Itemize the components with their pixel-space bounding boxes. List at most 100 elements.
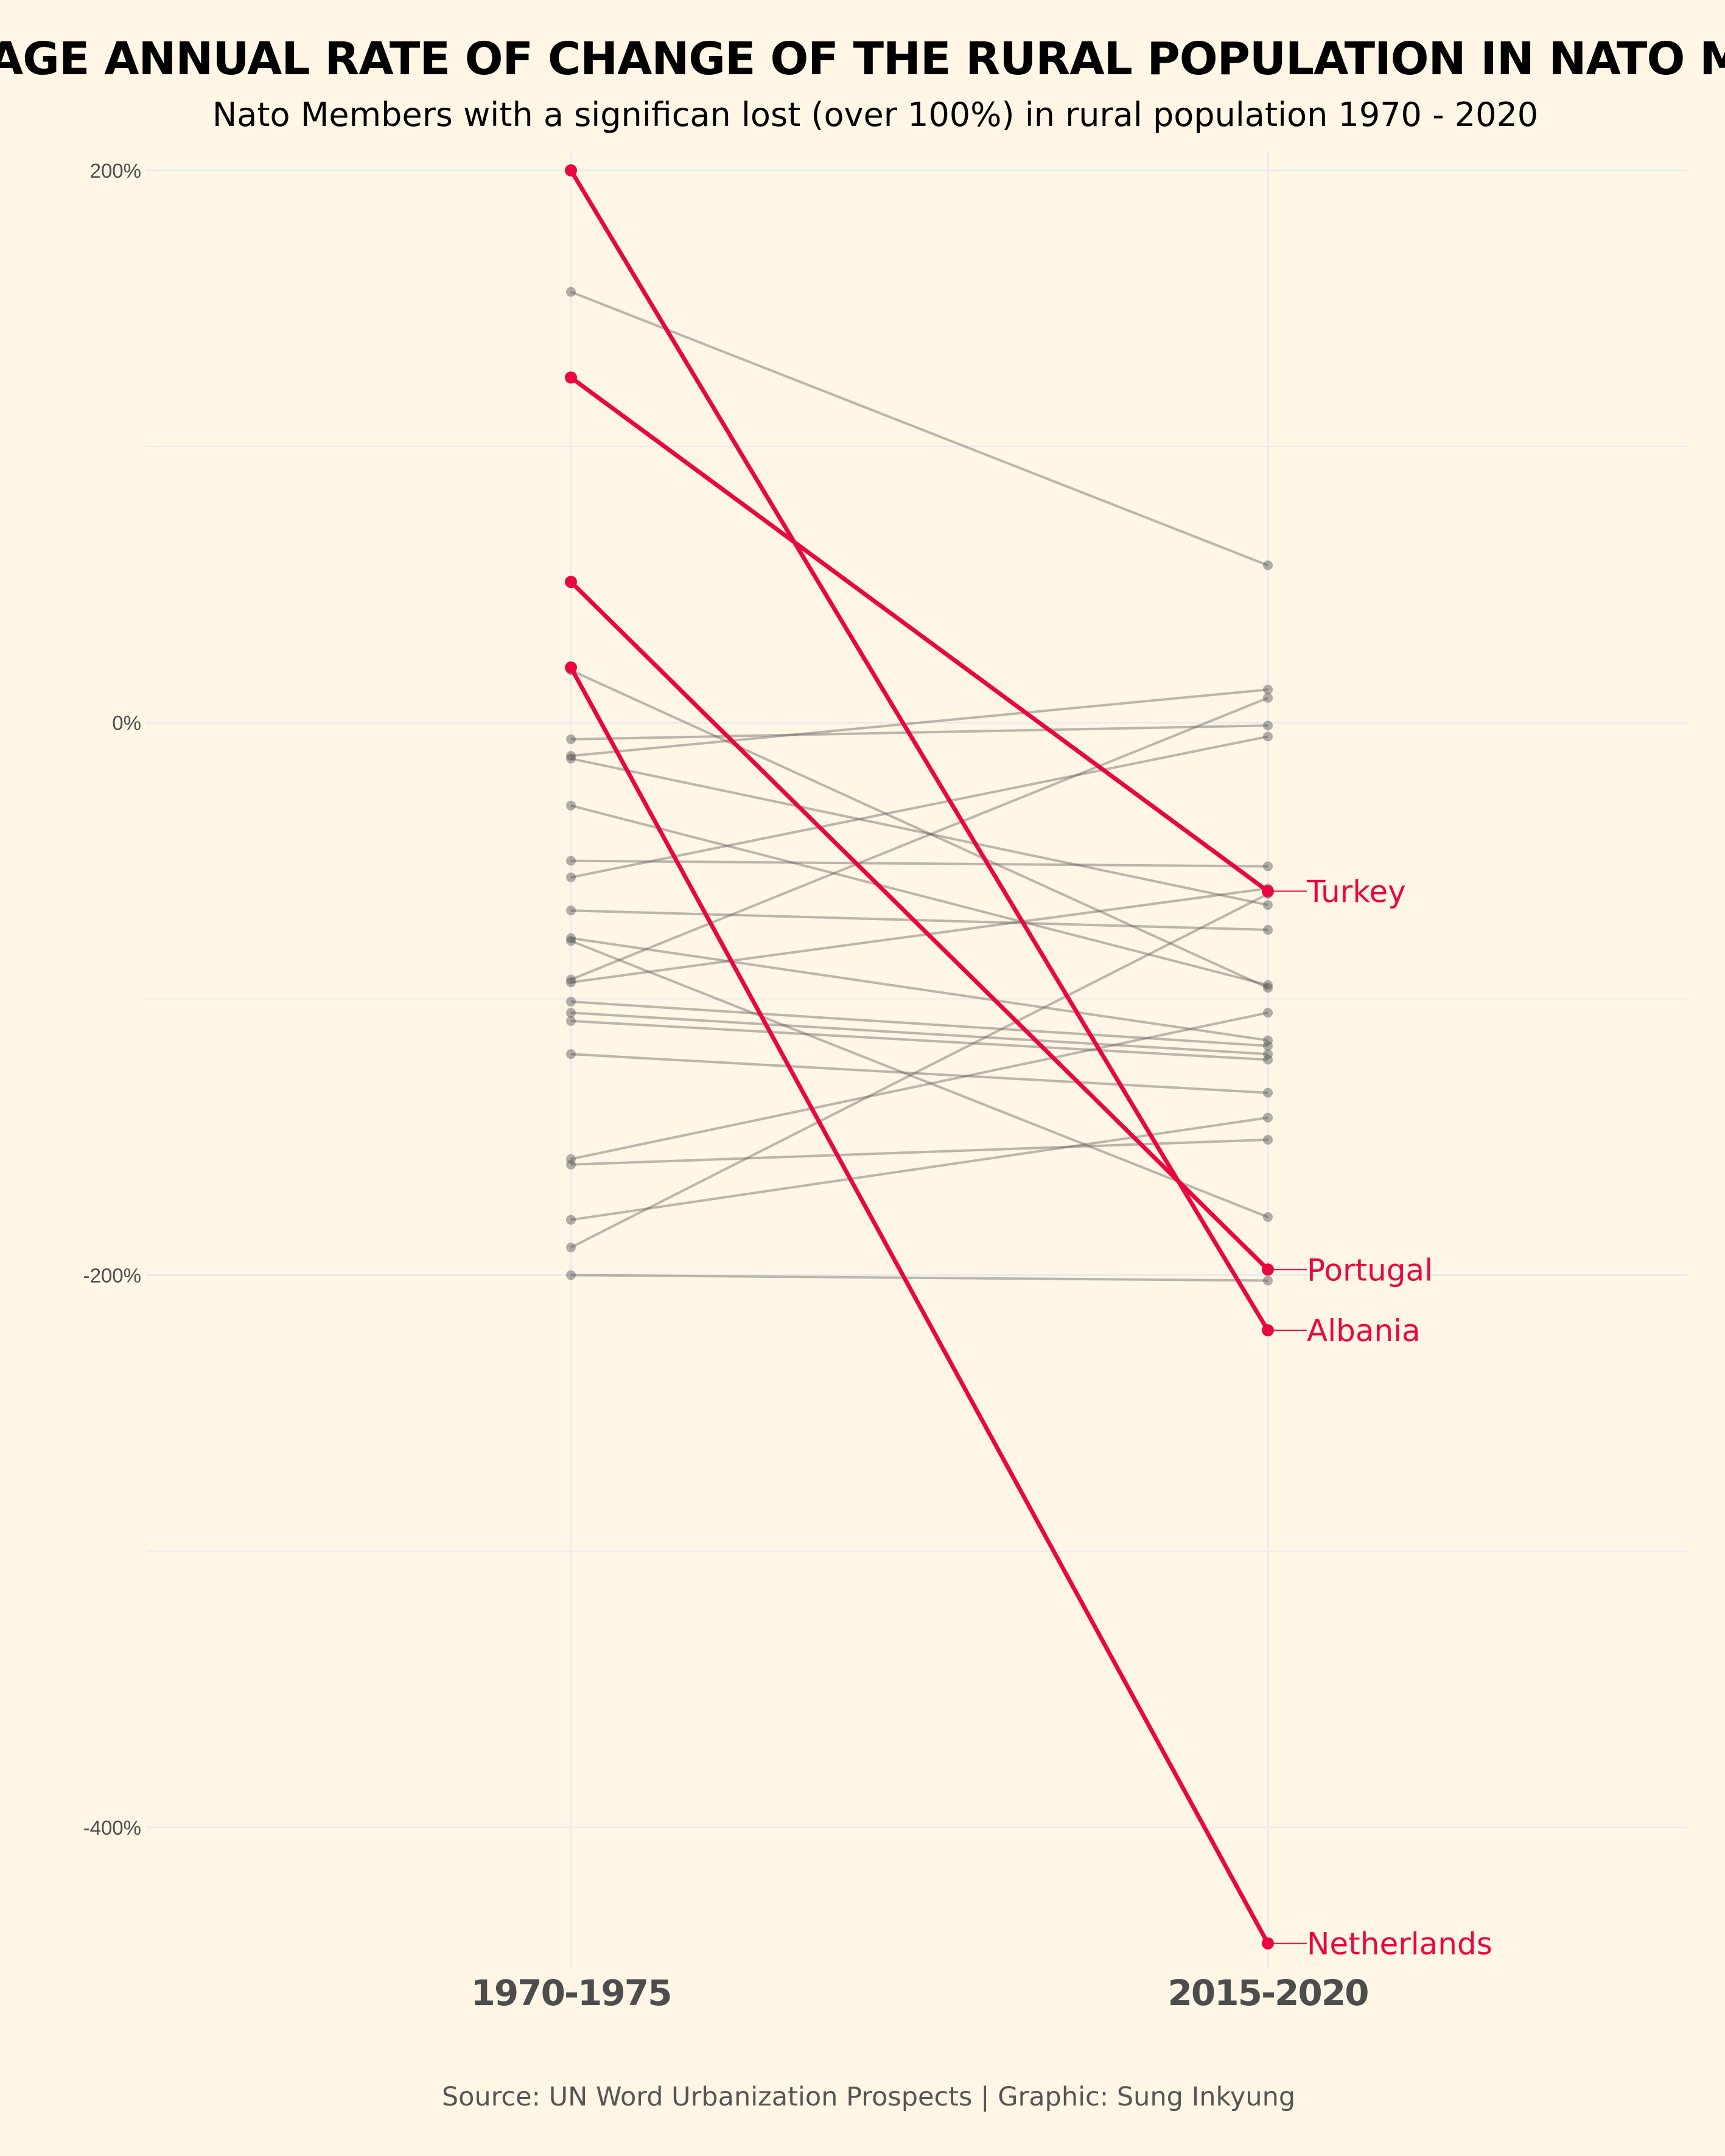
series-line [570,696,1268,981]
highlighted-members-series: Turkey Portugal Albania Netherlands [565,164,1492,1962]
series-line [570,859,1268,868]
series-highlight-3: Netherlands [565,661,1492,1962]
data-point [1263,983,1273,993]
data-point [1263,1035,1273,1045]
data-point [566,974,576,985]
data-point [1262,1324,1274,1337]
data-point [1263,731,1273,742]
series-other-14 [566,1008,1273,1059]
series-highlight-2: Albania [565,164,1421,1348]
data-point [566,800,576,811]
series-line [570,909,1268,932]
data-point [1263,925,1273,935]
series-highlight-0: Turkey [565,371,1406,910]
series-line [570,688,1268,758]
data-point [1263,685,1273,695]
series-other-13 [566,997,1273,1051]
series-line [570,1019,1268,1061]
series-other-11 [566,693,1273,985]
data-point [566,856,576,866]
data-point [1263,1087,1273,1098]
series-line [569,375,1270,894]
data-point [1263,720,1273,731]
data-point [566,872,576,882]
data-point [1263,1008,1273,1018]
data-point [566,1008,576,1018]
x-axis-ticks: 1970-1975 2015-2020 [471,1972,1370,2014]
series-line [569,665,1270,1946]
series-label: Turkey [1306,874,1406,910]
series-line [570,893,1268,1249]
series-other-0 [566,287,1273,570]
data-point [1263,1134,1273,1145]
data-point [565,164,577,176]
data-point [1262,1937,1274,1950]
data-point [566,1270,576,1280]
series-line [570,804,1268,986]
series-other-6 [566,856,1273,871]
y-tick-label: 200% [90,159,141,182]
series-line [570,1274,1268,1282]
data-point [1263,980,1273,990]
y-tick-label: -200% [83,1264,141,1286]
series-label: Portugal [1307,1252,1433,1288]
data-point [566,751,576,761]
data-point [1263,1112,1273,1123]
other-members-series [566,287,1273,1286]
series-line [570,937,1268,1042]
data-point [1262,1263,1274,1276]
x-tick-label: 2015-2020 [1168,1972,1368,2014]
data-point [566,1049,576,1059]
series-line [570,735,1268,879]
data-point [566,933,576,943]
data-point [1263,1275,1273,1286]
data-point [566,734,576,744]
data-point [1263,861,1273,871]
data-point [1263,900,1273,910]
series-line [570,1011,1268,1056]
data-point [566,1242,576,1252]
data-point [566,977,576,988]
data-point [566,1016,576,1026]
series-other-17 [566,1008,1273,1164]
x-tick-label: 1970-1975 [471,1972,671,2014]
data-point [1263,693,1273,703]
data-point [566,997,576,1007]
series-other-21 [566,1270,1273,1286]
data-point [566,287,576,297]
series-line [570,887,1268,984]
data-point [566,905,576,916]
series-line [570,940,1268,1218]
series-line [570,290,1268,567]
series-line [569,168,1270,1333]
series-other-9 [566,933,1273,1045]
data-point [566,936,576,946]
gridlines [146,152,1687,1969]
y-tick-label: -400% [83,1816,141,1839]
y-tick-label: 0% [112,712,141,734]
series-line [570,1011,1268,1160]
series-line [570,1053,1268,1094]
series-line [569,579,1270,1272]
data-point [566,1215,576,1225]
series-other-10 [566,936,1273,1223]
series-other-7 [566,731,1273,882]
series-other-8 [566,905,1273,935]
series-other-3 [566,685,1273,761]
series-other-18 [566,1134,1273,1170]
series-other-16 [566,1049,1273,1098]
series-other-5 [566,800,1273,990]
series-line [570,1138,1268,1166]
chart-title: AVERAGE ANNUAL RATE OF CHANGE OF THE RUR… [0,33,1725,85]
series-line [570,724,1268,741]
series-other-2 [566,720,1273,744]
series-label: Netherlands [1307,1927,1492,1962]
data-point [566,1154,576,1164]
data-point [1263,1049,1273,1059]
series-line [570,669,1268,989]
series-line [570,757,1268,907]
y-axis-ticks: 200% 0% -200% -400% [83,159,141,1839]
data-point [1263,1212,1273,1223]
